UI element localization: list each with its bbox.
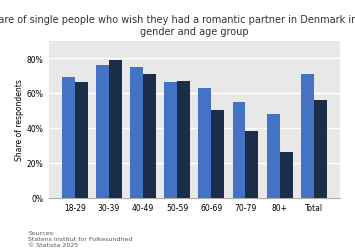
Bar bbox=[211, 111, 224, 198]
Bar bbox=[233, 102, 245, 198]
Bar bbox=[143, 74, 156, 198]
Bar bbox=[314, 101, 327, 198]
Bar bbox=[177, 81, 190, 198]
Title: Share of single people who wish they had a romantic partner in Denmark in 2018, : Share of single people who wish they had… bbox=[0, 15, 355, 37]
Bar bbox=[198, 88, 211, 198]
Bar bbox=[301, 74, 314, 198]
Bar bbox=[109, 60, 122, 198]
Bar bbox=[245, 132, 258, 198]
Bar bbox=[130, 68, 143, 198]
Bar bbox=[280, 153, 293, 198]
Bar bbox=[75, 83, 88, 198]
Bar bbox=[267, 114, 280, 198]
Y-axis label: Share of respondents: Share of respondents bbox=[15, 79, 24, 161]
Bar bbox=[62, 78, 75, 198]
Text: Sources:
Statens Institut for Folkesundhed
© Statista 2025: Sources: Statens Institut for Folkesundh… bbox=[28, 230, 133, 247]
Bar bbox=[96, 66, 109, 198]
Bar bbox=[164, 83, 177, 198]
